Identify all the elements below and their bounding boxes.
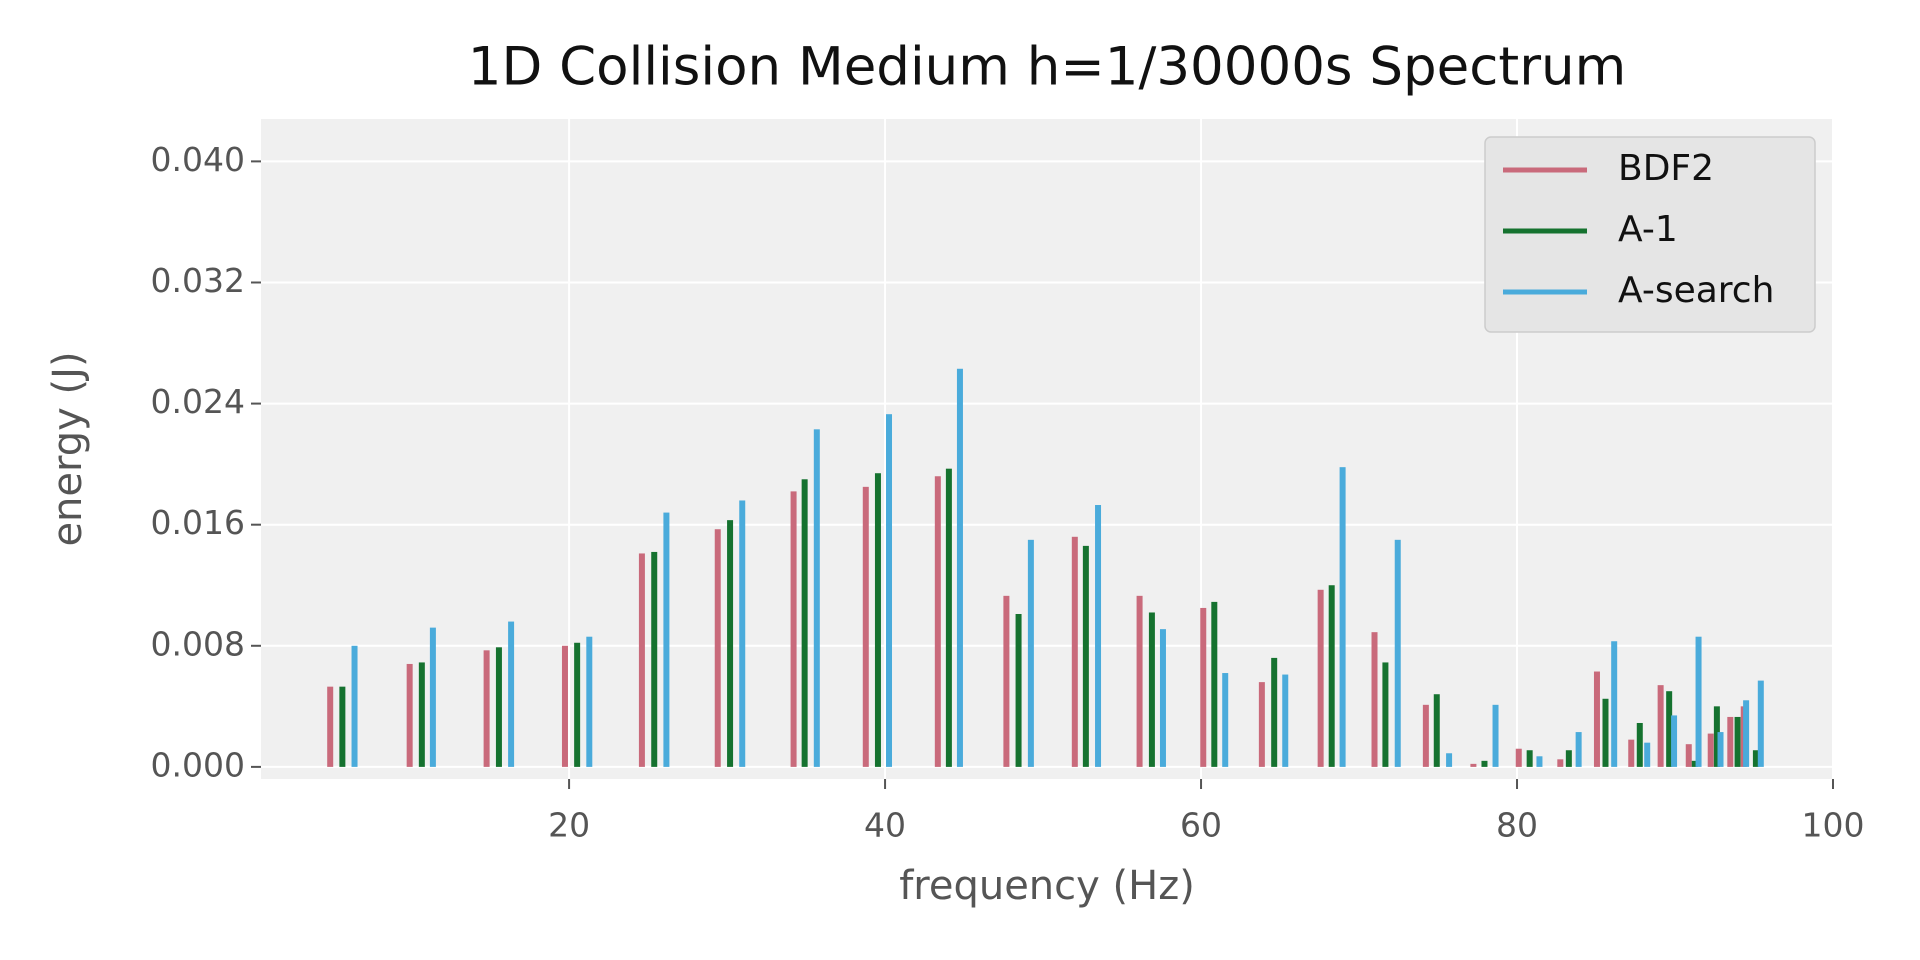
bar <box>1282 674 1289 767</box>
bar <box>1328 585 1335 767</box>
bar <box>1602 698 1609 767</box>
bar <box>1148 612 1155 767</box>
bar <box>1695 636 1702 767</box>
bar <box>1382 662 1389 767</box>
y-axis-label: energy (J) <box>45 351 91 546</box>
bar <box>1481 760 1488 767</box>
bar <box>1743 700 1750 767</box>
bar <box>1593 671 1600 767</box>
bar <box>1536 756 1543 767</box>
chart-title: 1D Collision Medium h=1/30000s Spectrum <box>468 37 1626 98</box>
bar <box>1636 722 1643 767</box>
bar <box>1211 601 1218 767</box>
x-tick-label: 40 <box>864 806 906 845</box>
x-tick-label: 100 <box>1802 806 1865 845</box>
bar <box>429 627 436 767</box>
bar <box>1611 641 1618 767</box>
legend-label: A-1 <box>1618 209 1678 250</box>
bar <box>1027 539 1034 767</box>
bar <box>1691 760 1698 767</box>
bar <box>1394 539 1401 767</box>
bar <box>1685 744 1692 767</box>
bar <box>339 686 346 767</box>
bar <box>813 429 820 767</box>
bar <box>1258 682 1265 767</box>
bar <box>1752 750 1759 767</box>
bar <box>663 512 670 767</box>
bar <box>351 645 358 767</box>
bar <box>1003 595 1010 767</box>
bar <box>1446 753 1453 767</box>
bar <box>1515 748 1522 767</box>
x-tick-label: 60 <box>1180 806 1222 845</box>
bar <box>1470 763 1477 767</box>
y-tick-label: 0.040 <box>151 140 245 179</box>
bar <box>714 529 721 767</box>
bar <box>790 491 797 767</box>
bar <box>561 645 568 767</box>
y-tick-label: 0.024 <box>151 382 245 421</box>
bar <box>1666 691 1673 767</box>
bar <box>1095 505 1102 767</box>
bar <box>727 520 734 767</box>
bar <box>1526 750 1533 767</box>
legend-label: A-search <box>1618 270 1774 311</box>
bar <box>956 368 963 767</box>
bar <box>1317 589 1324 767</box>
bar <box>1628 739 1635 767</box>
bar <box>1371 632 1378 767</box>
bar <box>1575 732 1582 767</box>
bar <box>1200 607 1207 767</box>
x-tick-label: 80 <box>1496 806 1538 845</box>
bar <box>418 662 425 767</box>
legend-box <box>1484 136 1816 333</box>
bar <box>1717 732 1724 767</box>
bar <box>934 476 941 767</box>
bar <box>1657 685 1664 767</box>
bar <box>495 647 502 767</box>
bar <box>1222 673 1229 767</box>
bar <box>1433 694 1440 767</box>
bar <box>638 553 645 767</box>
bar <box>1422 704 1429 767</box>
bar <box>406 663 413 767</box>
legend-label: BDF2 <box>1618 148 1714 189</box>
x-axis-label: frequency (Hz) <box>899 863 1195 909</box>
bar <box>1565 750 1572 767</box>
bar <box>574 642 581 767</box>
bar <box>1557 759 1564 767</box>
bar <box>945 468 952 767</box>
y-tick-label: 0.016 <box>151 503 245 542</box>
bar <box>1271 657 1278 767</box>
bar <box>1707 733 1714 767</box>
bar <box>1727 716 1734 767</box>
bar <box>1713 706 1720 767</box>
bar <box>1015 614 1022 767</box>
x-tick-label: 20 <box>548 806 590 845</box>
bar <box>586 636 593 767</box>
y-tick-label: 0.000 <box>151 745 245 784</box>
bar <box>1671 715 1678 767</box>
bar <box>886 414 893 767</box>
bar <box>862 486 869 767</box>
bar <box>483 650 490 767</box>
bar <box>508 621 515 767</box>
y-tick-label: 0.008 <box>151 624 245 663</box>
bar <box>1492 704 1499 767</box>
bar <box>739 500 746 767</box>
bar <box>651 551 658 767</box>
bar <box>1159 629 1166 767</box>
bar <box>1071 536 1078 767</box>
bar <box>1644 742 1651 767</box>
bar <box>1082 545 1089 767</box>
bar <box>1757 680 1764 767</box>
bar <box>801 479 808 767</box>
bar <box>1136 595 1143 767</box>
bar <box>1339 467 1346 767</box>
y-tick-label: 0.032 <box>151 261 245 300</box>
bar <box>874 473 881 767</box>
bar <box>327 686 334 767</box>
bar <box>1734 716 1741 767</box>
